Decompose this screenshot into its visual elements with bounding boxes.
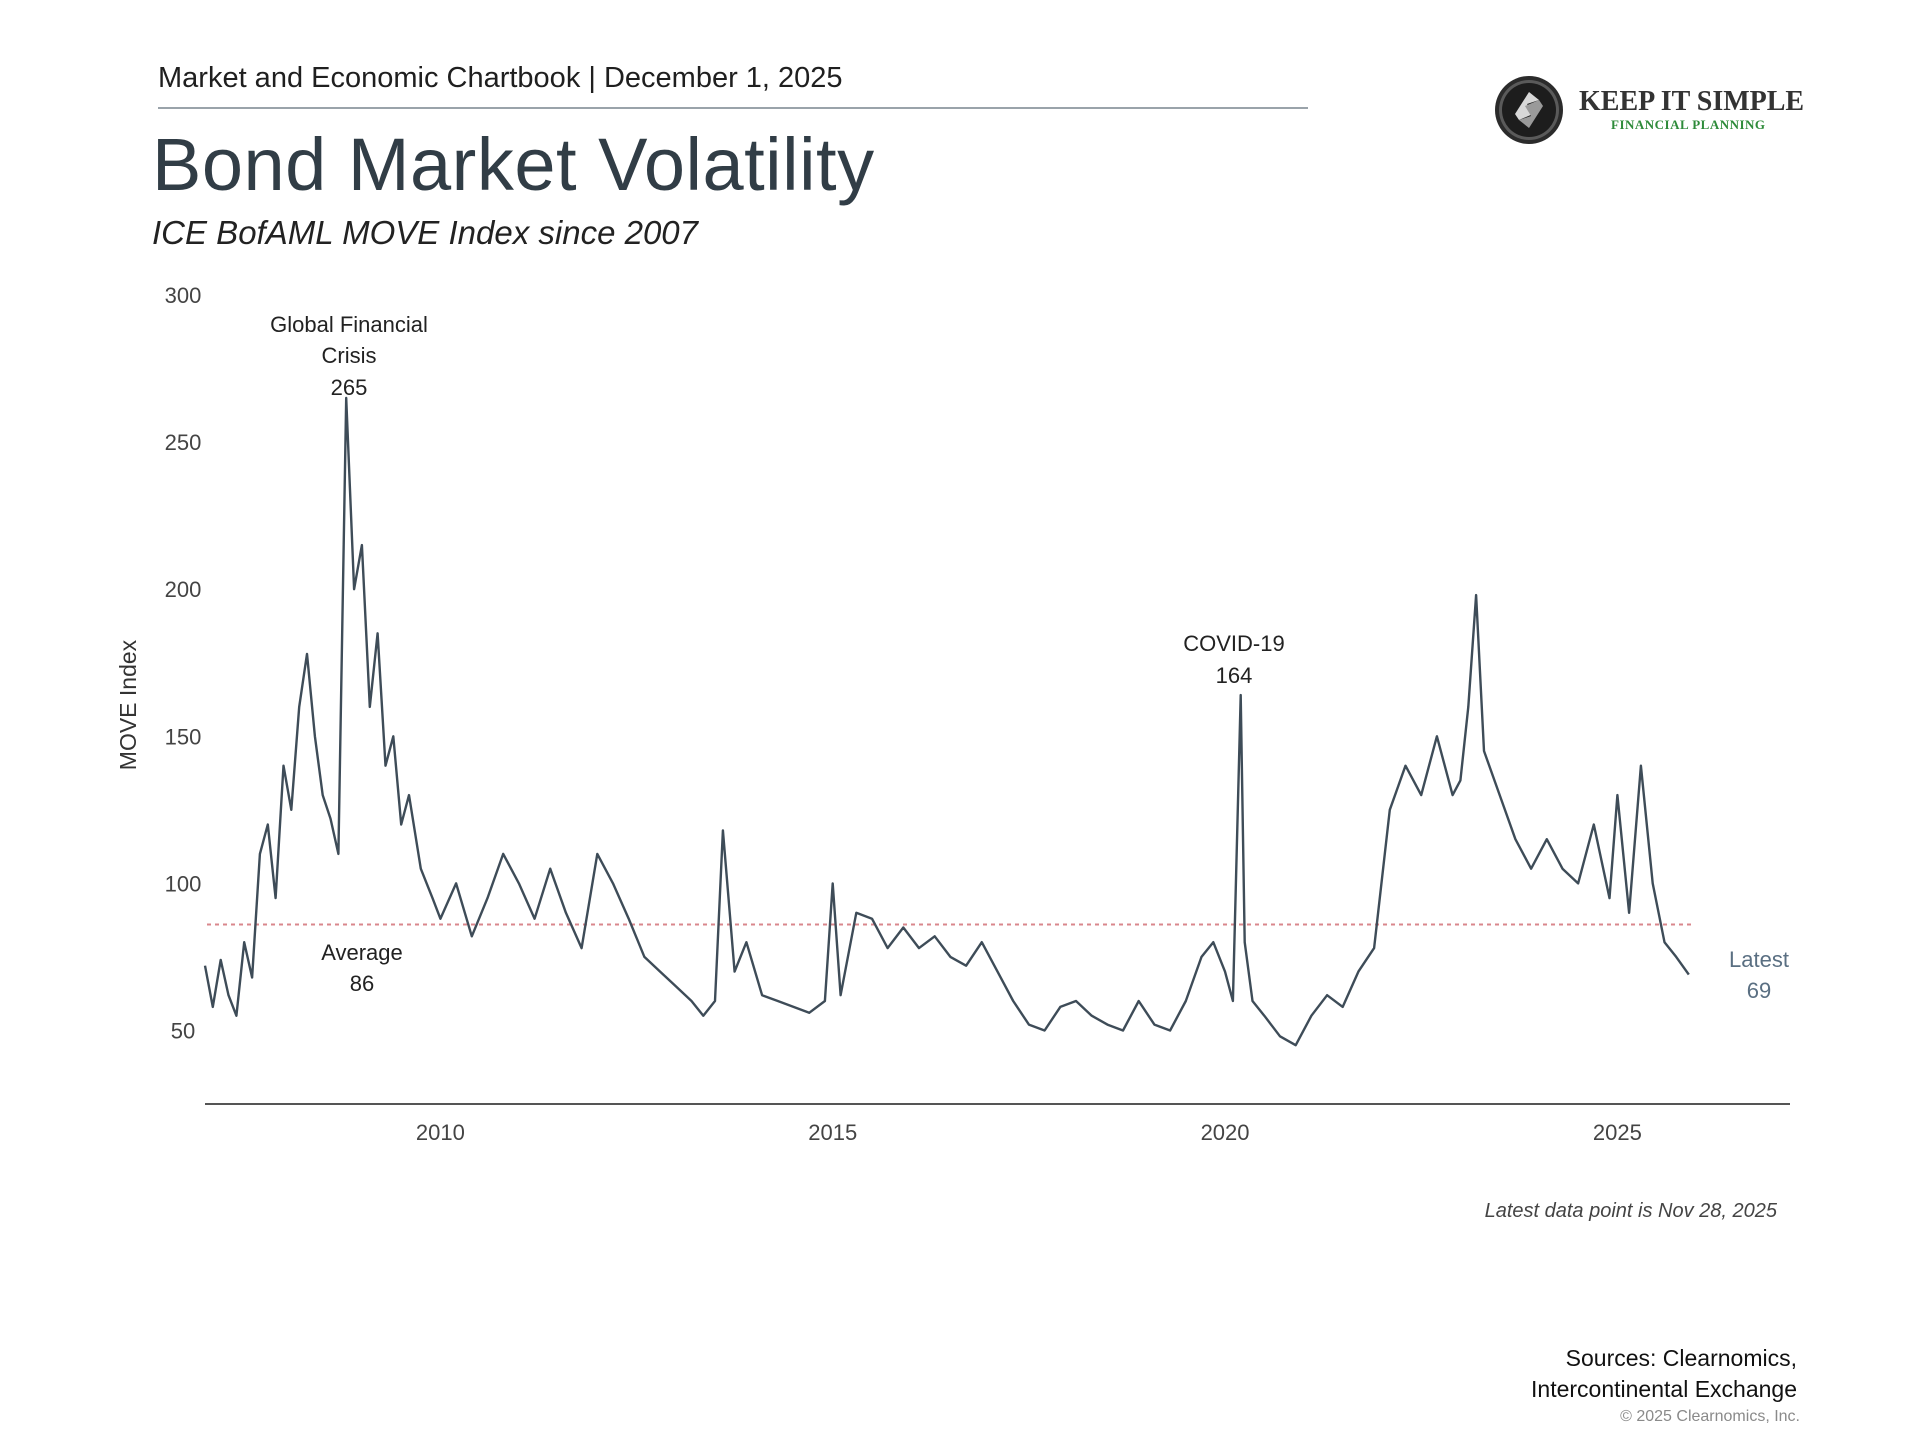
y-axis-ticks: 50 100 150 200 250 300 [165, 283, 202, 1043]
average-annotation-value: 86 [350, 971, 374, 996]
x-tick-label: 2015 [808, 1120, 857, 1145]
y-tick-label: 150 [165, 724, 202, 749]
page-subtitle: ICE BofAML MOVE Index since 2007 [152, 214, 698, 251]
gfc-annotation-value: 265 [331, 375, 368, 400]
latest-data-note: Latest data point is Nov 28, 2025 [1484, 1200, 1777, 1222]
covid-annotation-label: COVID-19 [1183, 631, 1284, 656]
gfc-annotation-label-2: Crisis [322, 343, 377, 368]
latest-annotation-value: 69 [1747, 978, 1771, 1003]
covid-annotation-value: 164 [1216, 663, 1253, 688]
gfc-annotation-label: Global Financial [270, 312, 428, 337]
x-tick-label: 2020 [1201, 1120, 1250, 1145]
y-tick-label: 50 [171, 1018, 195, 1043]
average-annotation-label: Average [321, 940, 403, 965]
sources-line-2: Intercontinental Exchange [1531, 1376, 1797, 1402]
logo-tagline: FINANCIAL PLANNING [1611, 117, 1766, 132]
y-tick-label: 300 [165, 283, 202, 308]
company-logo: KEEP IT SIMPLE FINANCIAL PLANNING [1493, 74, 1804, 146]
logo-name: KEEP IT SIMPLE [1579, 86, 1805, 117]
logo-emblem-icon [1495, 76, 1563, 144]
x-axis-ticks: 2010 2015 2020 2025 [416, 1120, 1642, 1145]
header-divider [158, 107, 1308, 109]
page-title: Bond Market Volatility [152, 123, 875, 206]
x-tick-label: 2010 [416, 1120, 465, 1145]
copyright: © 2025 Clearnomics, Inc. [1620, 1408, 1800, 1425]
move-index-series-line [203, 396, 1690, 1047]
y-tick-label: 250 [165, 430, 202, 455]
y-tick-label: 200 [165, 577, 202, 602]
sources-line-1: Sources: Clearnomics, [1565, 1345, 1797, 1371]
sources-text: Sources: Clearnomics, Intercontinental E… [1531, 1343, 1797, 1405]
y-axis-label: MOVE Index [115, 639, 141, 770]
chartbook-header: Market and Economic Chartbook | December… [158, 62, 843, 94]
y-tick-label: 100 [165, 871, 202, 896]
latest-annotation-label: Latest [1729, 947, 1789, 972]
x-tick-label: 2025 [1593, 1120, 1642, 1145]
